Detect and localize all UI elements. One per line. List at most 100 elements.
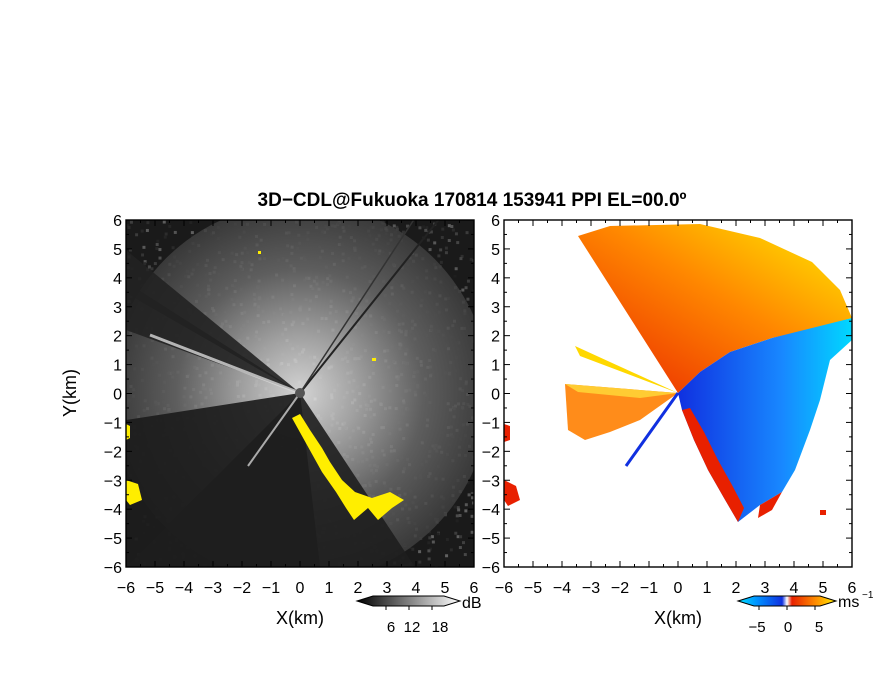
velocity-colorbar-tick: 5 xyxy=(815,619,823,636)
velocity-colorbar-tick: 0 xyxy=(784,619,792,636)
velocity-edge-patch xyxy=(504,424,510,442)
velocity-positive-fringe xyxy=(758,492,782,518)
velocity-x-tick-label: 0 xyxy=(674,580,683,597)
snr-y-tick-label: −6 xyxy=(104,560,122,577)
velocity-y-tick-label: −5 xyxy=(482,531,500,548)
snr-blocked-sector-nw xyxy=(126,250,300,393)
velocity-x-tick-label: −2 xyxy=(611,580,629,597)
snr-x-axis-label: X(km) xyxy=(276,608,324,628)
velocity-positive-fringe xyxy=(682,408,744,522)
radar-site-marker xyxy=(295,388,305,398)
snr-y-tick-label: −5 xyxy=(104,531,122,548)
snr-x-tick-label: 1 xyxy=(325,580,334,597)
snr-y-tick-label: −3 xyxy=(104,473,122,490)
snr-highlight-patch xyxy=(258,251,261,254)
snr-beam-line xyxy=(247,392,301,467)
snr-highlight-patch xyxy=(372,358,376,361)
snr-beam-gap xyxy=(299,220,415,394)
velocity-west-region xyxy=(565,384,678,440)
velocity-y-tick-label: 4 xyxy=(491,271,500,288)
velocity-x-tick-label: 2 xyxy=(732,580,741,597)
snr-x-tick-label: 2 xyxy=(354,580,363,597)
snr-ticks xyxy=(125,219,475,568)
velocity-colorbar-tick: −5 xyxy=(748,619,765,636)
snr-y-tick-label: −2 xyxy=(104,444,122,461)
snr-x-tick-label: −1 xyxy=(262,580,280,597)
snr-x-tick-label: −4 xyxy=(175,580,193,597)
snr-x-tick-label: 4 xyxy=(412,580,421,597)
velocity-x-tick-label: 6 xyxy=(848,580,857,597)
snr-y-tick-label: 1 xyxy=(113,358,122,375)
snr-colorbar-scale xyxy=(355,595,462,607)
snr-colorbar: 6 12 18 dB xyxy=(355,595,482,636)
velocity-colorbar: −5 0 5 ms −1 xyxy=(736,590,874,636)
velocity-y-tick-label: −6 xyxy=(482,560,500,577)
velocity-y-tick-label: 5 xyxy=(491,242,500,259)
velocity-y-tick-label: 3 xyxy=(491,300,500,317)
snr-y-tick-label: 2 xyxy=(113,329,122,346)
velocity-y-tick-labels: 6 5 4 3 2 1 0 −1 −2 −3 −4 −5 −6 xyxy=(482,213,500,577)
velocity-west-region xyxy=(565,384,678,398)
snr-y-tick-label: 6 xyxy=(113,213,122,230)
snr-colorbar-unit: dB xyxy=(462,595,482,612)
chart-title: 3D−CDL@Fukuoka 170814 153941 PPI EL=00.0… xyxy=(258,190,687,211)
snr-y-tick-labels: 6 5 4 3 2 1 0 −1 −2 −3 −4 −5 −6 xyxy=(104,213,122,577)
velocity-panel: −6 −5 −4 −3 −2 −1 0 1 2 3 4 5 6 6543210−1−2−3−4−5−6 … xyxy=(482,213,874,636)
snr-y-axis-label: Y(km) xyxy=(60,369,80,417)
velocity-y-tick-label: 2 xyxy=(491,329,500,346)
velocity-y-tick-label: 6 xyxy=(491,213,500,230)
snr-x-tick-label: 3 xyxy=(383,580,392,597)
snr-blocked-sector-south xyxy=(126,393,415,567)
velocity-y-tick-label: 0 xyxy=(491,387,500,404)
snr-x-tick-labels: −6 −5 −4 −3 −2 −1 0 1 2 3 4 5 6 xyxy=(117,580,479,597)
snr-y-tick-label: 4 xyxy=(113,271,122,288)
snr-panel: −6 −5 −4 −3 −2 −1 0 1 2 3 4 5 6 6543210−1−2−3−4−5−6 … xyxy=(60,213,482,636)
velocity-x-tick-label: 5 xyxy=(819,580,828,597)
velocity-x-tick-labels: −6 −5 −4 −3 −2 −1 0 1 2 3 4 5 6 xyxy=(495,580,857,597)
snr-beam-gap xyxy=(299,220,440,394)
snr-y-tick-label: −4 xyxy=(104,502,122,519)
snr-x-tick-label: −6 xyxy=(117,580,135,597)
snr-x-tick-label: −2 xyxy=(233,580,251,597)
velocity-x-axis-label: X(km) xyxy=(654,608,702,628)
velocity-colorbar-unit: ms xyxy=(838,594,859,611)
velocity-edge-patch xyxy=(820,510,826,515)
snr-highlight-patch xyxy=(126,424,130,440)
velocity-colorbar-scale xyxy=(736,595,838,607)
snr-highlight-edge xyxy=(292,414,404,520)
velocity-x-tick-label: −1 xyxy=(640,580,658,597)
snr-x-tick-label: 6 xyxy=(470,580,479,597)
velocity-x-tick-label: 1 xyxy=(703,580,712,597)
velocity-ticks xyxy=(503,219,853,568)
velocity-y-tick-label: −3 xyxy=(482,473,500,490)
snr-colorbar-tick: 18 xyxy=(432,619,449,636)
snr-y-tick-label: 0 xyxy=(113,387,122,404)
velocity-x-tick-label: −6 xyxy=(495,580,513,597)
snr-colorbar-tick: 12 xyxy=(404,619,421,636)
velocity-x-tick-label: −3 xyxy=(582,580,600,597)
snr-x-tick-label: −5 xyxy=(146,580,164,597)
snr-colorbar-tick: 6 xyxy=(387,619,395,636)
velocity-positive-region xyxy=(578,224,852,393)
velocity-y-tick-label: −1 xyxy=(482,415,500,432)
velocity-x-tick-label: −5 xyxy=(524,580,542,597)
snr-x-tick-label: 0 xyxy=(296,580,305,597)
velocity-colorbar-unit-exponent: −1 xyxy=(862,590,874,601)
velocity-y-tick-label: 1 xyxy=(491,358,500,375)
velocity-beam-line xyxy=(575,346,678,393)
velocity-edge-patch xyxy=(504,480,520,506)
snr-highlight-patch xyxy=(126,480,142,505)
snr-y-tick-label: 3 xyxy=(113,300,122,317)
velocity-beam-line xyxy=(624,392,680,467)
snr-y-tick-label: −1 xyxy=(104,415,122,432)
velocity-x-tick-label: −4 xyxy=(553,580,571,597)
velocity-y-tick-label: −4 xyxy=(482,502,500,519)
snr-x-tick-label: −3 xyxy=(204,580,222,597)
velocity-y-tick-label: −2 xyxy=(482,444,500,461)
velocity-x-tick-label: 4 xyxy=(790,580,799,597)
velocity-x-tick-label: 3 xyxy=(761,580,770,597)
snr-y-tick-label: 5 xyxy=(113,242,122,259)
snr-x-tick-label: 5 xyxy=(441,580,450,597)
